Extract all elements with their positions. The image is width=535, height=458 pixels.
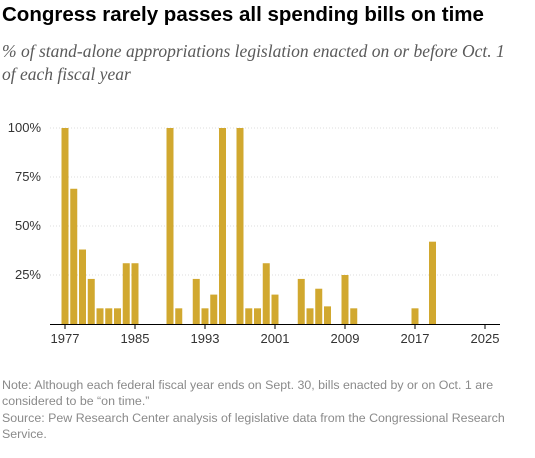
bar-2019: [429, 241, 436, 324]
bar-1990: [175, 308, 183, 324]
bar-2007: [324, 306, 331, 324]
y-tick-label: 100%: [8, 120, 42, 135]
bar-2005: [306, 308, 314, 324]
chart-subtitle: % of stand-alone appropriations legislat…: [2, 41, 505, 84]
bar-1997: [236, 128, 244, 324]
bar-1985: [131, 263, 139, 324]
bar-2001: [271, 294, 279, 324]
x-tick-label: 2025: [471, 331, 500, 346]
bar-1982: [105, 308, 113, 324]
x-tick-label: 1985: [121, 331, 150, 346]
bar-1995: [219, 128, 226, 324]
bar-2017: [411, 308, 419, 324]
chart-title: Congress rarely passes all spending bill…: [2, 3, 484, 26]
bar-2010: [350, 308, 358, 324]
bar-1992: [192, 278, 200, 324]
gridlines: [50, 127, 500, 276]
bar-1980: [87, 278, 95, 324]
source-text: Source: Pew Research Center analysis of …: [2, 410, 505, 441]
bar-1978: [70, 188, 78, 324]
x-tick-label: 2009: [331, 331, 360, 346]
y-tick-label: 50%: [15, 218, 41, 233]
y-tick-label: 25%: [15, 267, 41, 282]
y-tick-labels: 25% 50% 75% 100%: [8, 120, 42, 282]
bar-2009: [341, 275, 349, 324]
note-text: Note: Although each federal fiscal year …: [2, 378, 494, 409]
x-tick-label: 1993: [191, 331, 220, 346]
bars: [61, 128, 436, 324]
bar-chart: 25% 50% 75% 100% 1977 1985 1993 2001 2009 2017 20…: [8, 120, 500, 346]
y-tick-label: 75%: [15, 169, 41, 184]
bar-1984: [122, 263, 130, 324]
bar-2004: [297, 278, 305, 324]
bar-1977: [61, 128, 69, 324]
bar-1989: [166, 128, 174, 324]
x-tick-label: 2001: [261, 331, 290, 346]
bar-1979: [79, 249, 86, 324]
bar-2006: [315, 288, 323, 324]
bar-1999: [254, 308, 261, 324]
bar-1981: [96, 308, 104, 324]
bar-1994: [210, 294, 218, 324]
x-tick-label: 2017: [401, 331, 430, 346]
x-tick-label: 1977: [51, 331, 80, 346]
bar-1993: [201, 308, 209, 324]
bar-1998: [245, 308, 253, 324]
bar-2000: [262, 263, 270, 324]
footnote: Note: Although each federal fiscal year …: [2, 377, 522, 442]
bar-1983: [114, 308, 121, 324]
x-tick-labels: 1977 1985 1993 2001 2009 2017 2025: [51, 324, 500, 346]
